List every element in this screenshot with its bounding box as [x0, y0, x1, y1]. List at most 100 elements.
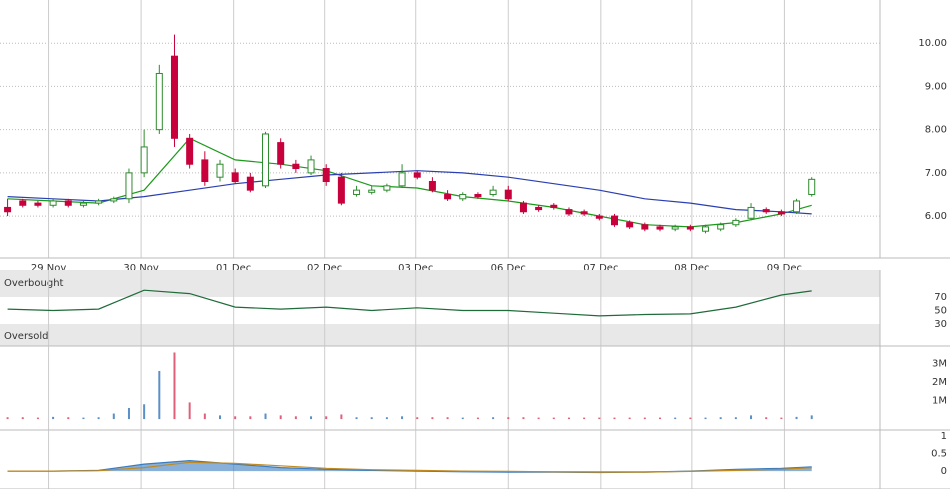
y-tick-label: 0.5: [931, 449, 947, 460]
candle-body: [504, 189, 512, 200]
candle-body: [595, 215, 603, 219]
overbought-label: Overbought: [4, 278, 64, 289]
candle-body: [489, 189, 497, 195]
candle-body: [671, 226, 679, 230]
x-tick-label: 07 Dec: [583, 263, 618, 274]
bar: [310, 416, 313, 420]
candle-body: [610, 215, 618, 226]
bar: [385, 417, 388, 420]
x-tick-label: 29 Nov: [31, 263, 67, 274]
x-tick-label: 09 Dec: [767, 263, 802, 274]
y-tick-label: 70: [934, 292, 947, 303]
candle-body: [170, 55, 178, 139]
candle-body: [550, 204, 558, 208]
candle-body: [262, 133, 270, 187]
candle-body: [626, 222, 634, 228]
x-tick-label: 30 Nov: [123, 263, 159, 274]
bar: [355, 417, 358, 420]
candle-body: [125, 172, 133, 200]
line: [7, 289, 812, 317]
candle-body: [686, 226, 694, 230]
candle-body: [95, 200, 103, 204]
candle-body: [201, 159, 209, 183]
bar: [552, 417, 555, 420]
bar: [446, 417, 449, 420]
bar: [734, 417, 737, 420]
candle-body: [777, 211, 785, 215]
oversold-band: [0, 323, 880, 346]
y-tick-label: 0: [941, 466, 947, 477]
candle-body: [641, 224, 649, 230]
macd-area: [7, 460, 812, 473]
bar: [82, 417, 85, 420]
y-tick-label: 10.00: [918, 38, 947, 49]
candle-body: [459, 193, 467, 200]
bar: [461, 417, 464, 420]
candle-body: [216, 163, 224, 178]
y-tick-label: 2M: [932, 377, 947, 388]
oversold-label: Oversold: [4, 331, 49, 342]
bar: [583, 417, 586, 420]
candle-body: [4, 206, 12, 213]
y-tick-label: 30: [934, 319, 947, 330]
candle-body: [580, 211, 588, 215]
bar: [507, 417, 510, 420]
x-tick-label: 01 Dec: [216, 263, 251, 274]
candle-body: [186, 137, 194, 165]
bar: [340, 414, 343, 420]
bar: [401, 416, 404, 420]
y-tick-label: 1M: [932, 396, 947, 407]
candle-body: [49, 200, 57, 206]
candle-body: [413, 172, 421, 178]
candle-body: [565, 209, 573, 215]
bar: [370, 417, 373, 420]
candle-body: [34, 202, 42, 206]
bar: [598, 417, 601, 420]
bar: [234, 416, 237, 420]
bar: [522, 417, 525, 420]
bar: [219, 415, 221, 420]
candle-body: [277, 142, 285, 165]
bar: [67, 417, 70, 420]
candle-body: [398, 172, 406, 187]
bar: [674, 417, 677, 420]
y-tick-label: 6.00: [925, 211, 947, 222]
x-tick-label: 08 Dec: [674, 263, 709, 274]
candle-body: [322, 168, 330, 183]
x-tick-label: 06 Dec: [491, 263, 526, 274]
candle-body: [519, 202, 527, 213]
bar: [158, 370, 161, 420]
bar: [431, 417, 434, 420]
candle-body: [793, 200, 801, 213]
y-tick-label: 7.00: [925, 168, 947, 179]
overbought-band: [0, 270, 880, 297]
bar: [704, 417, 707, 420]
bar: [97, 417, 100, 420]
candle-body: [292, 163, 300, 170]
bar: [36, 417, 39, 420]
bar: [719, 417, 722, 420]
y-tick-label: 8.00: [925, 125, 947, 136]
bar: [203, 413, 206, 420]
bar: [476, 417, 479, 420]
line: [7, 461, 812, 473]
candle-body: [535, 206, 543, 211]
bar: [188, 402, 191, 420]
candle-body: [337, 176, 345, 204]
candle-body: [428, 181, 436, 191]
line: [7, 170, 812, 215]
bar: [567, 417, 570, 420]
bar: [127, 407, 130, 420]
bar: [613, 417, 616, 420]
bar: [810, 415, 813, 420]
y-tick-label: 3M: [932, 359, 947, 370]
bar: [21, 417, 24, 420]
bar: [264, 413, 267, 420]
candle-body: [717, 224, 725, 230]
candle-body: [368, 189, 376, 193]
bar: [780, 417, 783, 420]
candle-body: [307, 159, 315, 174]
bar: [537, 417, 540, 420]
